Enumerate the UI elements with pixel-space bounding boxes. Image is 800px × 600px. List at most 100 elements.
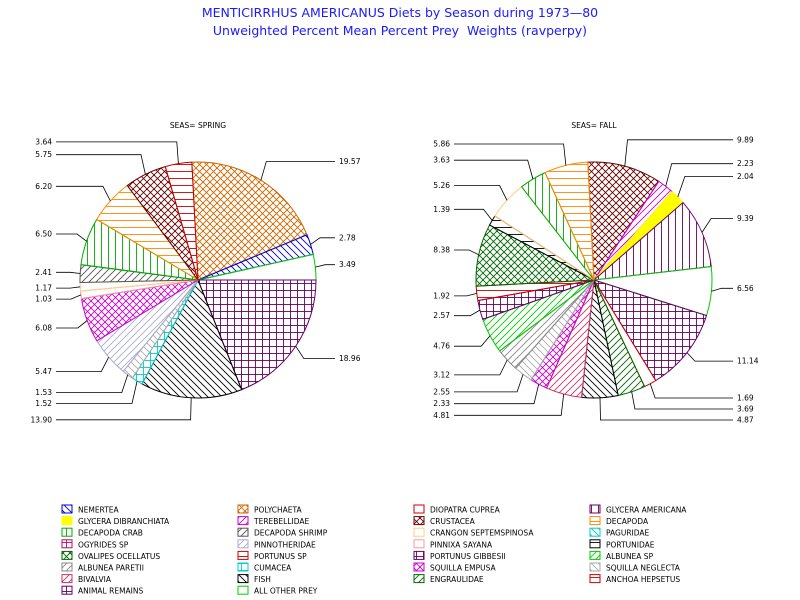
legend-swatch (237, 527, 249, 537)
pie-slice-decapoda (544, 161, 595, 281)
legend-swatch (237, 550, 249, 560)
legend-item-crustacea: CRUSTACEA (413, 516, 476, 526)
legend-item-bivalvia: BIVALVIA (61, 574, 112, 584)
slice-value-label: 1.69 (737, 394, 754, 403)
legend-item-all-other-prey: ALL OTHER PREY (237, 585, 318, 596)
slice-value-label: 11.14 (737, 357, 759, 366)
slice-value-label: 2.57 (433, 311, 450, 320)
legend-item-engraulidae: ENGRAULIDAE (413, 574, 484, 584)
legend-swatch (589, 574, 601, 584)
leader-line (454, 159, 534, 180)
slice-value-label: 13.90 (31, 415, 53, 424)
slice-value-label: 5.26 (433, 181, 450, 190)
legend-item-pinnixa-sayana: PINNIXA SAYANA (413, 539, 493, 549)
legend-item-portunidae: PORTUNIDAE (589, 539, 655, 549)
leader-line (56, 357, 110, 373)
slice-value-label: 2.55 (433, 387, 450, 396)
slice-value-label: 4.87 (737, 416, 754, 425)
legend-label: PORTUNIDAE (606, 540, 655, 549)
legend-item-albunea-paretii: ALBUNEA PARETII (61, 562, 144, 573)
leader-line (649, 383, 733, 399)
legend-swatch (237, 516, 249, 526)
legend-swatch (61, 585, 73, 595)
leader-line (454, 374, 524, 393)
legend-swatch (413, 504, 425, 514)
legend-item-ovalipes-ocellatus: OVALIPES OCELLATUS (61, 550, 160, 561)
legend-label: ALBUNEA PARETII (78, 564, 144, 573)
slice-value-label: 6.08 (35, 324, 52, 333)
slice-value-label: 6.20 (35, 182, 52, 191)
legend-item-paguridae: PAGURIDAE (589, 527, 650, 538)
slice-value-label: 5.47 (35, 367, 52, 376)
legend-label: PINNOTHERIDAE (254, 540, 316, 549)
legend-item-ogyrides-sp: OGYRIDES SP (61, 539, 129, 549)
legend-item-squilla-empusa: SQUILLA EMPUSA (413, 562, 497, 573)
legend-item-decapoda: DECAPODA (589, 516, 649, 526)
slice-value-label: 4.81 (433, 411, 450, 420)
leader-line (454, 184, 508, 201)
legend-label: ANCHOA HEPSETUS (606, 575, 680, 584)
leader-line (310, 237, 335, 245)
slice-value-label: 9.89 (737, 135, 754, 144)
slice-value-label: 1.53 (35, 388, 52, 397)
legend-label: DECAPODA CRAB (78, 529, 143, 538)
legend-swatch (413, 539, 425, 549)
legend-label: CRUSTACEA (430, 517, 476, 526)
slice-value-label: 19.57 (339, 157, 361, 166)
legend-swatch (413, 562, 425, 572)
leader-line (260, 161, 335, 181)
leader-line (56, 381, 138, 404)
leader-line (599, 397, 733, 421)
leader-line (56, 233, 87, 242)
legend-label: SQUILLA NEGLECTA (606, 564, 681, 573)
legend-item-cumacea: CUMACEA (237, 562, 292, 573)
legend-label: OVALIPES OCELLATUS (78, 552, 160, 561)
leader-line (56, 141, 179, 164)
leader-line (454, 384, 540, 405)
slice-value-label: 6.56 (737, 284, 754, 293)
legend-label: GLYCERA AMERICANA (606, 506, 687, 515)
slice-value-label: 1.03 (35, 295, 52, 304)
leader-line (454, 394, 565, 416)
pie-label: SEAS= FALL (571, 121, 617, 130)
slice-value-label: 3.49 (339, 260, 356, 269)
slice-value-label: 5.75 (35, 150, 52, 159)
leader-line (454, 293, 477, 297)
slice-value-label: 2.23 (737, 159, 754, 168)
slice-value-label: 2.41 (35, 268, 52, 277)
pie-label: SEAS= SPRING (170, 121, 226, 130)
legend-swatch (61, 539, 73, 549)
leader-line (454, 143, 567, 166)
legend-label: PORTUNUS GIBBESII (430, 552, 506, 561)
legend-label: ALL OTHER PREY (254, 587, 318, 596)
slice-value-label: 8.38 (433, 246, 450, 255)
legend-item-fish: FISH (237, 574, 271, 584)
legend-swatch (589, 516, 601, 526)
legend-label: PINNIXA SAYANA (430, 540, 493, 549)
slice-value-label: 3.63 (433, 156, 450, 165)
legend-swatch (413, 527, 425, 537)
leader-line (677, 175, 733, 198)
slice-value-label: 3.12 (433, 370, 450, 379)
legend-label: TEREBELLIDAE (253, 517, 309, 526)
pie-slice-polychaeta (191, 161, 308, 281)
pie-seas-spring: SEAS= SPRING 19.57 2.78 3.49 18.96 3.64 5.75 6.… (31, 121, 361, 424)
leader-line (295, 345, 335, 360)
slice-value-label: 3.64 (35, 137, 52, 146)
leader-line (56, 397, 192, 421)
legend-item-glycera-dibranchiata: GLYCERA DIBRANCHIATA (61, 516, 170, 526)
legend-label: DECAPODA (606, 517, 649, 526)
legend-swatch (61, 574, 73, 584)
legend-swatch (413, 550, 425, 560)
legend-item-diopatra-cuprea: DIOPATRA CUPREA (413, 504, 501, 515)
slice-value-label: 18.96 (339, 354, 361, 363)
leader-line (56, 154, 146, 175)
legend-item-crangon-septemspinosa: CRANGON SEPTEMSPINOSA (413, 527, 534, 538)
chart-title: MENTICIRRHUS AMERICANUS Diets by Season … (201, 5, 599, 20)
legend-item-decapoda-shrimp: DECAPODA SHRIMP (237, 527, 328, 538)
legend-label: OGYRIDES SP (78, 540, 129, 549)
legend-label: DECAPODA SHRIMP (254, 529, 328, 538)
legend-label: ALBUNEA SP (606, 552, 654, 561)
leader-line (56, 294, 82, 300)
legend-swatch (61, 550, 73, 560)
